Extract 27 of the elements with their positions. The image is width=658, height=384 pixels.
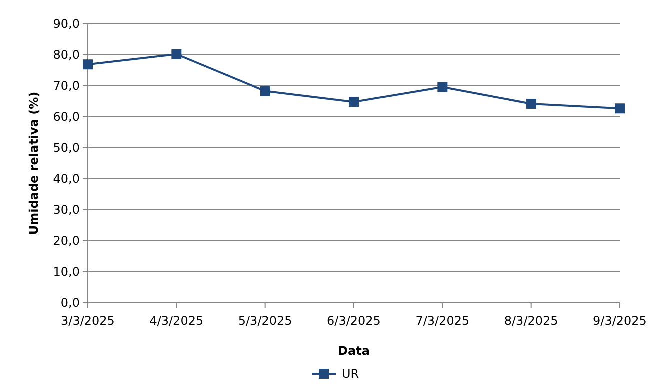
point <box>438 82 448 92</box>
y-tick-label: 70,0 <box>53 79 80 94</box>
y-tick-label: 60,0 <box>53 110 80 124</box>
y-tick-label: 40,0 <box>53 172 80 186</box>
y-tick-label: 80,0 <box>53 48 80 62</box>
x-tick-label: 7/3/2025 <box>416 314 470 328</box>
y-tick-label: 10,0 <box>53 265 80 280</box>
point <box>615 104 625 114</box>
x-axis-title: Data <box>338 344 370 358</box>
x-tick-label: 3/3/2025 <box>61 314 115 328</box>
x-tick-label: 6/3/2025 <box>327 314 381 328</box>
y-tick-label: 50,0 <box>53 141 80 156</box>
point <box>260 86 270 96</box>
point <box>349 97 359 108</box>
y-tick-label: 0,0 <box>60 296 80 310</box>
x-tick-label: 8/3/2025 <box>504 314 558 328</box>
y-tick-label: 90,0 <box>53 17 80 32</box>
point <box>172 49 182 60</box>
x-tick-label: 5/3/2025 <box>238 314 292 328</box>
point <box>83 60 93 70</box>
point <box>526 98 536 109</box>
x-tick-label: 9/3/2025 <box>593 314 647 328</box>
y-tick-label: 20,0 <box>53 234 80 248</box>
y-axis-title: Umidade relativa (%) <box>27 92 41 236</box>
legend-label: UR <box>342 367 360 382</box>
y-tick-label: 30,0 <box>53 203 80 218</box>
x-tick-label: 4/3/2025 <box>150 314 204 328</box>
